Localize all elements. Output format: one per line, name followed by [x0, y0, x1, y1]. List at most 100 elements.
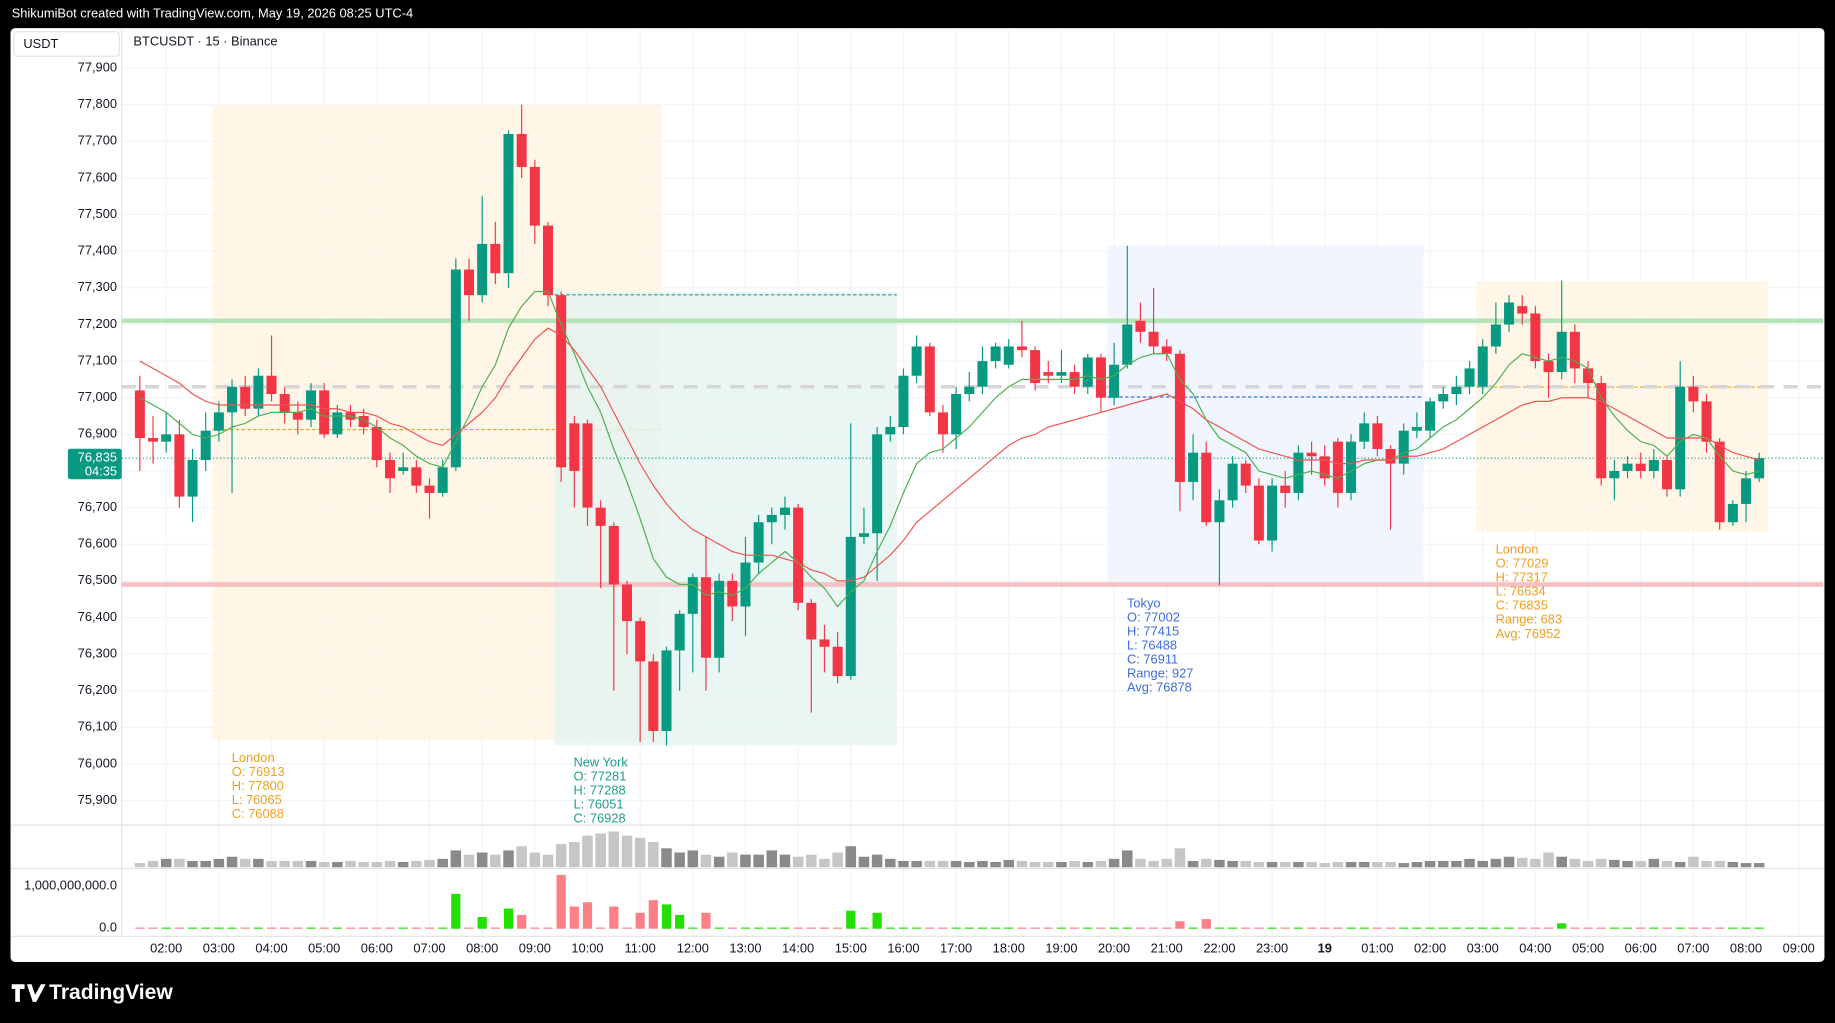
- candle-body: [556, 295, 567, 468]
- delta-bar: [1385, 927, 1396, 929]
- volume-bar: [226, 856, 238, 868]
- candle-body: [1569, 331, 1580, 369]
- session-stat: Avg: 76878: [1127, 680, 1192, 695]
- volume-bar: [266, 860, 277, 868]
- delta-bar: [1162, 927, 1172, 929]
- candle-body: [240, 386, 251, 409]
- volume-bar: [503, 850, 514, 868]
- delta-bar: [846, 910, 856, 929]
- delta-bar: [819, 927, 830, 929]
- candle-body: [1030, 350, 1041, 384]
- x-tick-label: 01:00: [1361, 941, 1393, 956]
- session-stat: C: 76911: [1127, 652, 1178, 667]
- currency[interactable]: USDT: [23, 36, 58, 51]
- volume-bar: [1569, 858, 1581, 868]
- x-tick-label: 20:00: [1098, 941, 1130, 956]
- volume-bar: [1753, 863, 1765, 868]
- delta-bar: [214, 927, 224, 929]
- delta-bar: [438, 927, 448, 929]
- volume-bar: [253, 858, 264, 868]
- volume-bar: [898, 860, 909, 868]
- candle-body: [1372, 423, 1383, 449]
- candle-body: [1411, 427, 1422, 431]
- volume-bar: [1174, 848, 1186, 868]
- candle-body: [872, 434, 883, 534]
- candle-body: [1477, 346, 1488, 387]
- symbol[interactable]: BTCUSDT · 15 · Binance: [133, 34, 277, 49]
- delta-bar: [569, 906, 579, 929]
- candle-body: [1095, 357, 1106, 398]
- candle-body: [635, 621, 646, 662]
- candle-body: [1135, 320, 1146, 332]
- volume-bar: [345, 860, 356, 868]
- volume-bar: [1306, 861, 1317, 868]
- candle-body: [1530, 313, 1541, 362]
- volume-bar: [1477, 860, 1488, 868]
- caption: ShikumiBot created with TradingView.com,…: [12, 6, 413, 21]
- volume-bar: [753, 854, 764, 868]
- volume-bar: [569, 841, 580, 868]
- delta-bar: [1675, 927, 1685, 929]
- volume-bar: [1148, 860, 1159, 868]
- volume-bar: [1253, 861, 1265, 868]
- delta-bar: [912, 927, 922, 929]
- volume-bar: [1385, 861, 1396, 868]
- candle-body: [977, 361, 988, 387]
- candle-body: [793, 507, 804, 603]
- candle-body: [503, 134, 514, 274]
- y-tick-label: 76,100: [78, 719, 117, 734]
- volume-bar: [1543, 852, 1554, 868]
- delta-bar: [1530, 927, 1540, 929]
- delta-tick-label: 0.0: [99, 920, 117, 935]
- y-tick-label: 77,500: [78, 206, 117, 221]
- delta-bar: [464, 927, 474, 929]
- volume-bar: [713, 856, 725, 868]
- delta-bar: [161, 927, 171, 929]
- candle-body: [714, 580, 725, 658]
- delta-bar: [1214, 927, 1225, 929]
- delta-bar: [964, 927, 974, 929]
- volume-bar: [1279, 861, 1291, 868]
- brand[interactable]: TradingView: [49, 981, 173, 1004]
- volume-bar: [1516, 857, 1528, 868]
- delta-bar: [1069, 927, 1080, 929]
- candle-body: [582, 423, 593, 508]
- delta-bar: [767, 927, 777, 929]
- volume-bar: [1187, 860, 1199, 868]
- delta-bar: [1622, 927, 1633, 929]
- currency-box[interactable]: [13, 31, 120, 57]
- candle-body: [1332, 441, 1343, 493]
- candle-body: [898, 375, 909, 428]
- price-pane: [121, 104, 1824, 746]
- delta-bar: [1728, 927, 1738, 929]
- candle-body: [1754, 458, 1765, 479]
- x-tick-label: 13:00: [729, 941, 761, 956]
- candle-body: [990, 346, 1001, 362]
- candle-body: [700, 577, 711, 658]
- volume-bar: [621, 835, 633, 868]
- candle-body: [951, 394, 962, 435]
- volume-bar: [608, 831, 620, 868]
- footer-logo[interactable]: TradingView: [11, 981, 174, 1004]
- candle-body: [1398, 430, 1409, 464]
- volume-bar: [1016, 860, 1028, 868]
- x-tick-label: 05:00: [1572, 941, 1604, 956]
- session-stat: Range: 927: [1127, 666, 1194, 681]
- x-tick-label: 04:00: [255, 941, 287, 956]
- volume-bar: [1530, 858, 1541, 868]
- delta-bar: [1504, 927, 1514, 929]
- candle-body: [1504, 302, 1515, 325]
- candle-body: [464, 269, 475, 296]
- volume-bar: [1069, 860, 1080, 868]
- volume-bar: [411, 860, 422, 868]
- delta-bar: [1122, 927, 1132, 929]
- y-tick-label: 76,700: [78, 499, 117, 514]
- candle-body: [766, 514, 777, 523]
- session-stat: Range: 683: [1496, 612, 1563, 627]
- volume-bar: [1398, 863, 1409, 868]
- delta-bar: [872, 912, 882, 929]
- candle-body: [885, 427, 896, 435]
- delta-bar: [1609, 927, 1619, 929]
- candle-body: [450, 269, 461, 468]
- delta-bar: [977, 927, 988, 929]
